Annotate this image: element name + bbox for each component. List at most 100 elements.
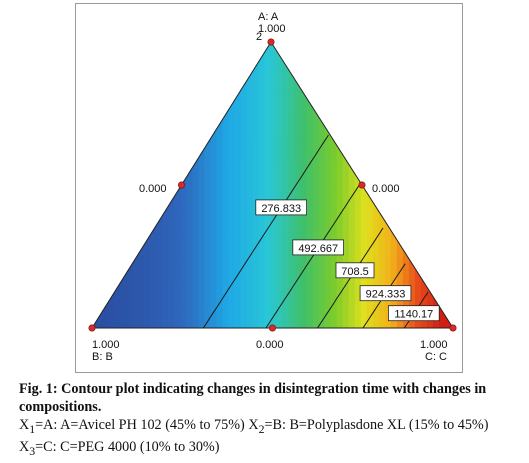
- surface-cell: [234, 256, 243, 283]
- surface-cell: [186, 65, 195, 92]
- surface-cell: [378, 304, 387, 328]
- surface-cell: [324, 304, 333, 328]
- surface-cell: [102, 161, 111, 187]
- surface-cell: [210, 232, 219, 259]
- surface-cell: [240, 208, 249, 235]
- surface-cell: [252, 137, 261, 164]
- surface-cell: [114, 232, 123, 259]
- surface-cell: [126, 42, 135, 68]
- surface-cell: [372, 208, 381, 235]
- surface-cell: [444, 113, 453, 140]
- surface-cell: [420, 256, 429, 283]
- surface-cell: [204, 304, 213, 328]
- surface-cell: [96, 208, 105, 235]
- surface-cell: [438, 42, 447, 68]
- surface-cell: [300, 185, 309, 211]
- surface-cell: [324, 161, 333, 187]
- surface-cell: [204, 161, 213, 187]
- surface-cell: [318, 113, 327, 140]
- surface-cell: [294, 185, 303, 211]
- surface-cell: [348, 232, 357, 259]
- surface-cell: [180, 65, 189, 92]
- surface-cell: [324, 42, 333, 68]
- surface-cell: [282, 65, 291, 92]
- surface-cell: [108, 208, 117, 235]
- surface-cell: [432, 256, 441, 283]
- surface-cell: [264, 42, 273, 68]
- surface-cell: [276, 137, 285, 164]
- surface-cell: [156, 89, 165, 116]
- surface-cell: [198, 113, 207, 140]
- surface-cell: [114, 89, 123, 116]
- surface-cell: [432, 137, 441, 164]
- surface-cell: [438, 161, 447, 187]
- surface-cell: [336, 65, 345, 92]
- surface-cell: [312, 42, 321, 68]
- surface-cell: [252, 304, 261, 328]
- surface-cell: [336, 185, 345, 211]
- surface-cell: [288, 280, 297, 307]
- surface-cell: [330, 304, 339, 328]
- surface-cell: [174, 113, 183, 140]
- surface-cell: [366, 208, 375, 235]
- surface-cell: [348, 42, 357, 68]
- surface-cell: [92, 161, 99, 187]
- surface-cell: [156, 256, 165, 283]
- surface-cell: [150, 113, 159, 140]
- surface-cell: [168, 304, 177, 328]
- surface-cell: [264, 280, 273, 307]
- surface-cell: [198, 89, 207, 116]
- surface-cell: [162, 232, 171, 259]
- surface-cell: [186, 280, 195, 307]
- surface-cell: [92, 42, 99, 68]
- surface-cell: [138, 280, 147, 307]
- surface-cell: [414, 280, 423, 307]
- contour-label-text: 708.5: [341, 266, 369, 278]
- surface-cell: [372, 113, 381, 140]
- surface-cell: [390, 232, 399, 259]
- surface-cell: [156, 65, 165, 92]
- surface-cell: [402, 208, 411, 235]
- surface-cell: [144, 304, 153, 328]
- surface-cell: [132, 113, 141, 140]
- surface-cell: [438, 65, 447, 92]
- surface-cell: [366, 89, 375, 116]
- surface-cell: [92, 256, 99, 283]
- surface-cell: [396, 113, 405, 140]
- surface-cell: [366, 137, 375, 164]
- contour-label-box: [335, 262, 375, 279]
- surface-cell: [318, 256, 327, 283]
- surface-cell: [438, 137, 447, 164]
- surface-cell: [180, 232, 189, 259]
- surface-cell: [294, 89, 303, 116]
- surface-cell: [264, 113, 273, 140]
- surface-cell: [132, 89, 141, 116]
- surface-cell: [288, 304, 297, 328]
- surface-cell: [186, 185, 195, 211]
- surface-cell: [444, 137, 453, 164]
- surface-cell: [174, 232, 183, 259]
- surface-cell: [330, 89, 339, 116]
- surface-cell: [246, 89, 255, 116]
- surface-cell: [270, 137, 279, 164]
- surface-cell: [306, 256, 315, 283]
- surface-cell: [330, 208, 339, 235]
- surface-cell: [258, 256, 267, 283]
- surface-cell: [102, 137, 111, 164]
- surface-cell: [204, 89, 213, 116]
- surface-cell: [258, 185, 267, 211]
- surface-cell: [180, 113, 189, 140]
- surface-cell: [426, 232, 435, 259]
- surface-cell: [414, 232, 423, 259]
- surface-cell: [360, 304, 369, 328]
- surface-cell: [192, 280, 201, 307]
- surface-cell: [126, 256, 135, 283]
- surface-cell: [234, 232, 243, 259]
- surface-cell: [384, 89, 393, 116]
- surface-cell: [414, 137, 423, 164]
- surface-cell: [444, 232, 453, 259]
- surface-cell: [444, 280, 453, 307]
- surface-cell: [150, 89, 159, 116]
- surface-cell: [276, 280, 285, 307]
- surface-cell: [414, 89, 423, 116]
